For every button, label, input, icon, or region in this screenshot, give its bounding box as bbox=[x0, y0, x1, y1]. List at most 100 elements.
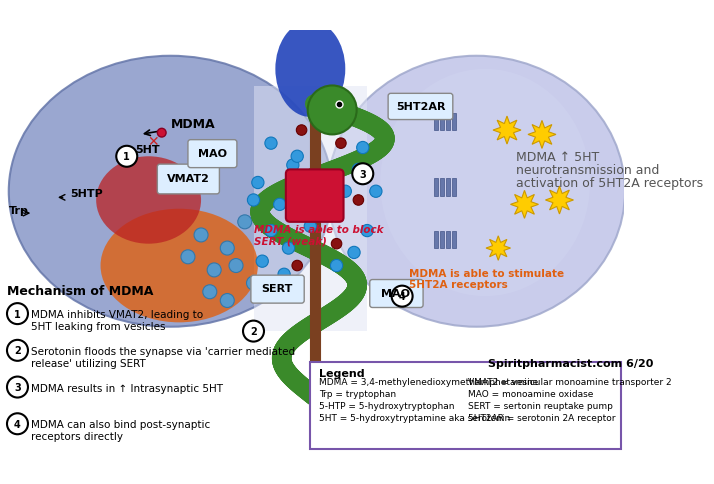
Circle shape bbox=[221, 242, 234, 256]
Circle shape bbox=[265, 138, 277, 150]
Ellipse shape bbox=[9, 57, 332, 327]
Circle shape bbox=[291, 151, 303, 163]
Circle shape bbox=[331, 239, 342, 249]
Text: 5-HTP = 5-hydroxytryptophan: 5-HTP = 5-hydroxytryptophan bbox=[319, 401, 455, 410]
Circle shape bbox=[348, 247, 360, 259]
Bar bbox=[452, 179, 456, 196]
Circle shape bbox=[370, 186, 382, 198]
Text: Trp: Trp bbox=[9, 206, 29, 216]
Circle shape bbox=[7, 303, 28, 324]
FancyBboxPatch shape bbox=[311, 362, 620, 449]
Circle shape bbox=[296, 190, 308, 202]
Text: 5HT: 5HT bbox=[136, 145, 160, 154]
Circle shape bbox=[336, 138, 346, 149]
Text: MDMA results in ↑ Intrasynaptic 5HT: MDMA results in ↑ Intrasynaptic 5HT bbox=[31, 383, 223, 393]
Polygon shape bbox=[486, 236, 511, 261]
FancyBboxPatch shape bbox=[188, 140, 237, 168]
Text: VMAT2: VMAT2 bbox=[166, 174, 209, 184]
Text: MDMA is able to block
SERT (weak): MDMA is able to block SERT (weak) bbox=[253, 225, 383, 246]
Circle shape bbox=[278, 269, 290, 281]
Text: 3: 3 bbox=[14, 382, 21, 392]
Bar bbox=[433, 231, 438, 249]
Bar bbox=[440, 231, 444, 249]
Circle shape bbox=[7, 340, 28, 361]
Circle shape bbox=[207, 263, 221, 277]
Text: MDMA: MDMA bbox=[171, 118, 215, 131]
Text: 5HTP: 5HTP bbox=[70, 188, 103, 198]
Bar bbox=[440, 179, 444, 196]
Circle shape bbox=[221, 294, 234, 308]
Bar bbox=[446, 231, 451, 249]
Circle shape bbox=[287, 160, 299, 172]
Polygon shape bbox=[493, 117, 521, 145]
Bar bbox=[440, 113, 444, 131]
Bar bbox=[433, 113, 438, 131]
Bar bbox=[446, 113, 451, 131]
Bar bbox=[253, 87, 367, 332]
Circle shape bbox=[292, 261, 303, 271]
Text: 2: 2 bbox=[250, 326, 257, 336]
Circle shape bbox=[273, 199, 286, 211]
Text: MAO: MAO bbox=[381, 288, 411, 298]
Circle shape bbox=[157, 129, 166, 138]
Circle shape bbox=[116, 147, 137, 167]
Text: Serotonin floods the synapse via 'carrier mediated
release' utilizing SERT: Serotonin floods the synapse via 'carrie… bbox=[31, 346, 296, 368]
FancyBboxPatch shape bbox=[251, 275, 304, 303]
Ellipse shape bbox=[328, 57, 625, 327]
Text: VMAT2 = vesicular monoamine transporter 2: VMAT2 = vesicular monoamine transporter … bbox=[468, 377, 671, 386]
Circle shape bbox=[256, 256, 268, 268]
Text: 4: 4 bbox=[398, 291, 406, 302]
FancyBboxPatch shape bbox=[157, 165, 219, 195]
Polygon shape bbox=[511, 191, 538, 219]
Circle shape bbox=[252, 177, 264, 189]
FancyBboxPatch shape bbox=[286, 170, 343, 222]
Circle shape bbox=[357, 142, 369, 154]
Ellipse shape bbox=[96, 157, 201, 244]
Text: SERT: SERT bbox=[261, 284, 293, 294]
Text: 5HT = 5-hydroxytryptamine aka serotonin: 5HT = 5-hydroxytryptamine aka serotonin bbox=[319, 413, 511, 423]
Text: ✕: ✕ bbox=[147, 135, 159, 149]
Text: SERT = sertonin reuptake pump: SERT = sertonin reuptake pump bbox=[468, 401, 613, 410]
Circle shape bbox=[304, 221, 316, 233]
Circle shape bbox=[7, 413, 28, 434]
Circle shape bbox=[238, 215, 252, 229]
Circle shape bbox=[181, 250, 195, 264]
Text: MDMA ↑ 5HT: MDMA ↑ 5HT bbox=[516, 151, 599, 164]
Circle shape bbox=[203, 285, 217, 299]
Bar bbox=[446, 179, 451, 196]
Circle shape bbox=[246, 276, 261, 290]
Circle shape bbox=[265, 225, 277, 237]
Circle shape bbox=[353, 196, 363, 206]
Circle shape bbox=[282, 242, 295, 255]
Text: 5HT2AR: 5HT2AR bbox=[396, 101, 446, 111]
Bar bbox=[452, 231, 456, 249]
Text: 4: 4 bbox=[14, 419, 21, 429]
Circle shape bbox=[352, 164, 365, 176]
Circle shape bbox=[308, 86, 357, 135]
Circle shape bbox=[194, 228, 208, 242]
Text: MDMA inhibits VMAT2, leading to
5HT leaking from vesicles: MDMA inhibits VMAT2, leading to 5HT leak… bbox=[31, 310, 203, 331]
Text: MDMA = 3,4-methylenedioxymethamphetamine: MDMA = 3,4-methylenedioxymethamphetamine bbox=[319, 377, 538, 386]
FancyBboxPatch shape bbox=[388, 94, 453, 121]
Polygon shape bbox=[545, 187, 573, 214]
Text: neurotransmission and: neurotransmission and bbox=[516, 164, 659, 177]
Circle shape bbox=[361, 225, 373, 237]
Circle shape bbox=[331, 260, 343, 272]
Circle shape bbox=[352, 164, 373, 185]
Bar bbox=[433, 179, 438, 196]
Text: MAO = monoamine oxidase: MAO = monoamine oxidase bbox=[468, 389, 593, 398]
Circle shape bbox=[243, 321, 264, 342]
Bar bbox=[452, 113, 456, 131]
Circle shape bbox=[339, 186, 351, 198]
Text: activation of 5HT2A receptors: activation of 5HT2A receptors bbox=[516, 177, 703, 190]
Text: 1: 1 bbox=[14, 309, 21, 319]
Text: 1: 1 bbox=[124, 152, 130, 162]
Text: MDMA is able to stimulate
5HT2A receptors: MDMA is able to stimulate 5HT2A receptor… bbox=[409, 268, 564, 290]
Circle shape bbox=[247, 195, 260, 207]
Circle shape bbox=[296, 125, 307, 136]
Text: Mechanism of MDMA: Mechanism of MDMA bbox=[7, 284, 154, 297]
Text: 5HT2AR = serotonin 2A receptor: 5HT2AR = serotonin 2A receptor bbox=[468, 413, 615, 423]
Circle shape bbox=[229, 259, 243, 273]
FancyBboxPatch shape bbox=[370, 280, 423, 308]
Ellipse shape bbox=[381, 70, 590, 297]
